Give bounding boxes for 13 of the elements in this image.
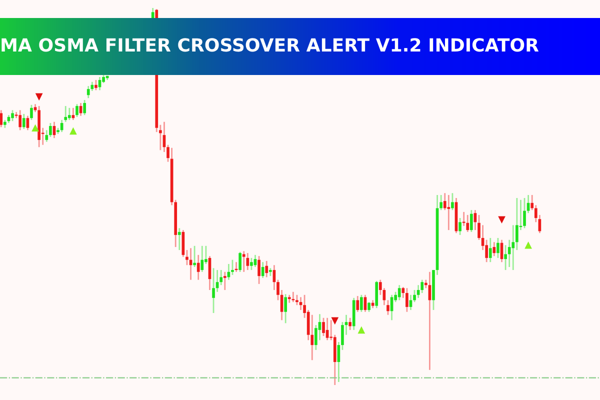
- point: [35, 93, 43, 101]
- point: [70, 127, 77, 135]
- candlestick: [106, 75, 109, 81]
- candlestick: [4, 119, 6, 129]
- text: MA OSMA FILTER CROSSOVER ALERT V1.2 INDICATOR: [2, 38, 539, 52]
- point: [331, 317, 339, 325]
- point: [32, 124, 39, 132]
- point: [358, 326, 366, 334]
- candlestick: [424, 279, 428, 289]
- point: [498, 216, 506, 224]
- candlestick: [268, 267, 272, 277]
- candlestick: [288, 294, 291, 304]
- point: [524, 241, 532, 249]
